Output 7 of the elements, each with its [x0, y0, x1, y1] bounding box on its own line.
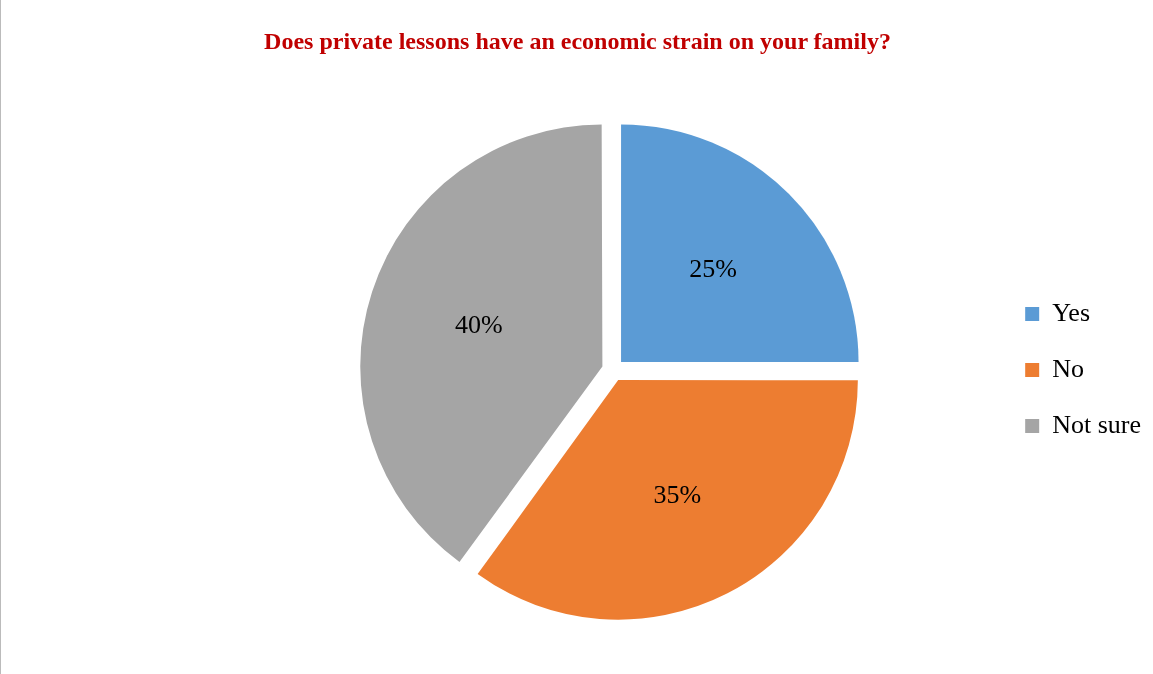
legend-label: Yes: [1052, 297, 1091, 327]
legend-label: No: [1052, 353, 1084, 383]
data-label: 40%: [454, 310, 503, 340]
legend-label: Not sure: [1052, 409, 1142, 439]
data-label: 35%: [653, 479, 702, 509]
chart-title: Does private lessons have an economic strain on your family?: [263, 28, 892, 55]
data-label: 25%: [689, 253, 737, 283]
